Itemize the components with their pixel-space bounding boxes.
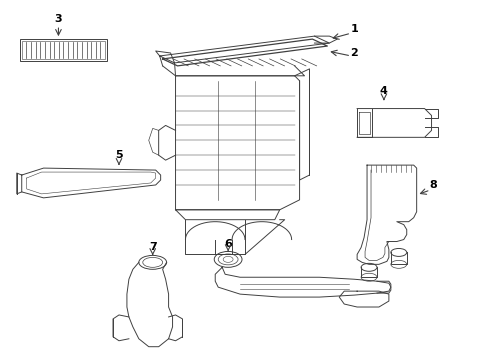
Text: 5: 5 [115,150,122,160]
Text: 7: 7 [148,243,156,252]
Bar [20,39,107,61]
Text: 8: 8 [429,180,436,190]
Text: 4: 4 [379,86,387,96]
Text: 3: 3 [55,14,62,24]
Text: 6: 6 [224,239,232,249]
Text: 2: 2 [349,48,357,58]
Text: 1: 1 [349,24,357,34]
Bar [21,41,105,59]
